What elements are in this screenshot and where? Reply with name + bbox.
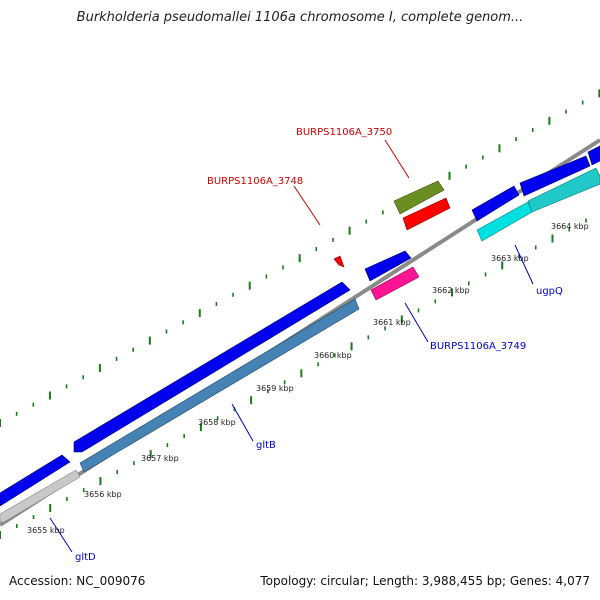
gene-label-3749[interactable]: BURPS1106A_3749 — [430, 341, 526, 352]
leader-line — [49, 517, 73, 553]
tick-label: 3659 kbp — [256, 384, 294, 393]
leader-line — [231, 403, 254, 442]
gene-reverse-cyan-2[interactable] — [527, 167, 600, 213]
accession-text: Accession: NC_009076 — [9, 574, 146, 588]
tick-label: 3662 kbp — [432, 286, 470, 295]
tick-labels: 3655 kbp 3656 kbp 3657 kbp 3658 kbp 3659… — [27, 222, 589, 535]
tick-label: 3655 kbp — [27, 526, 65, 535]
map-title: Burkholderia pseudomallei 1106a chromoso… — [76, 10, 524, 25]
tick-label: 3657 kbp — [141, 454, 179, 463]
reverse-gene-row — [0, 167, 600, 523]
tick-label: 3656 kbp — [84, 490, 122, 499]
gene-forward-5[interactable] — [587, 145, 600, 166]
gene-forward-gltB[interactable] — [73, 281, 351, 453]
gene-reverse-gray[interactable] — [0, 469, 81, 523]
inner-dotted-ring — [0, 218, 587, 539]
gene-label-gltD[interactable]: gltD — [75, 552, 96, 563]
leader-line — [514, 244, 534, 285]
leader-line — [384, 139, 410, 179]
outer-genes — [333, 180, 451, 268]
gene-reverse-gltD[interactable] — [79, 298, 360, 473]
gene-forward-4[interactable] — [519, 155, 591, 197]
gene-label-3750[interactable]: BURPS1106A_3750 — [296, 127, 392, 138]
gene-labels: BURPS1106A_3750 BURPS1106A_3748 ugpQ BUR… — [49, 127, 563, 563]
tick-label: 3661 kbp — [373, 318, 411, 327]
gene-forward-1[interactable] — [0, 454, 71, 507]
leader-line — [404, 302, 429, 343]
tick-label: 3658 kbp — [198, 418, 236, 427]
gene-3750-olive[interactable] — [393, 180, 445, 215]
gene-forward-3[interactable] — [471, 185, 520, 222]
tick-label: 3660 kbp — [314, 351, 352, 360]
tick-label: 3663 kbp — [491, 254, 529, 263]
gene-label-ugpQ[interactable]: ugpQ — [536, 286, 563, 297]
gene-forward-2[interactable] — [364, 250, 412, 282]
gene-label-3748[interactable]: BURPS1106A_3748 — [207, 176, 303, 187]
genome-summary-text: Topology: circular; Length: 3,988,455 bp… — [260, 574, 590, 588]
gene-3750-red[interactable] — [402, 197, 451, 231]
outer-dotted-ring — [0, 89, 600, 427]
gene-3748-red[interactable] — [333, 255, 345, 268]
tick-label: 3664 kbp — [551, 222, 589, 231]
forward-gene-row — [0, 145, 600, 507]
gene-label-gltB[interactable]: gltB — [256, 440, 276, 451]
gene-reverse-3749[interactable] — [370, 266, 420, 301]
leader-line — [293, 185, 321, 226]
